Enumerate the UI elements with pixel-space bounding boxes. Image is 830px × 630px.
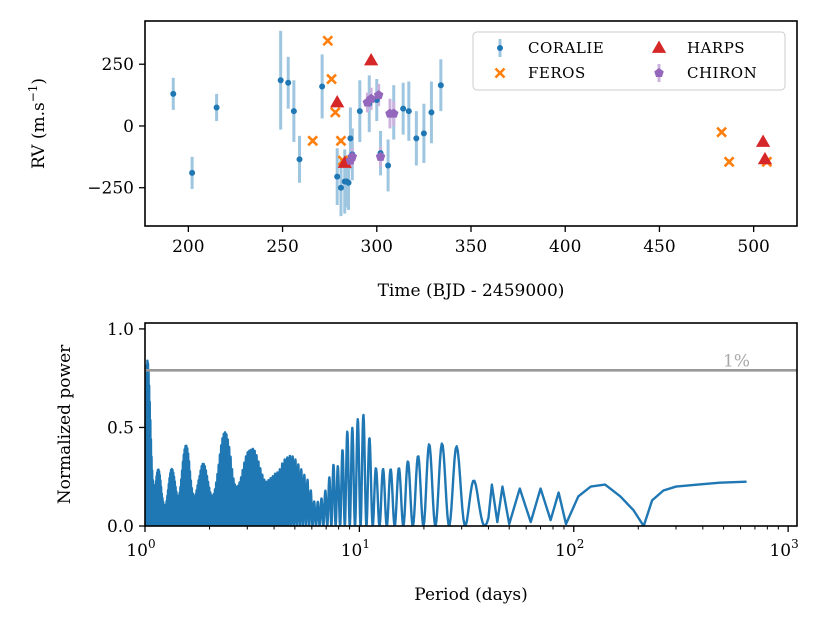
point-feros — [326, 73, 337, 85]
point-coralie — [356, 108, 363, 115]
point-chiron — [388, 108, 399, 118]
point-coralie — [437, 82, 444, 89]
point-harps — [337, 155, 352, 168]
legend-label-feros: FEROS — [528, 64, 586, 82]
axes-frame — [144, 322, 798, 527]
point-coralie — [345, 179, 352, 186]
legend-marker-feros — [494, 67, 506, 79]
point-coralie — [213, 104, 220, 111]
legend-label-harps: HARPS — [687, 39, 745, 57]
y-axis-label-sup: −1 — [26, 85, 40, 103]
x-tick-label: 450 — [643, 237, 675, 257]
y-axis-label: RV (m.s−1) — [26, 78, 49, 169]
x-tick-base: 10 — [341, 541, 363, 561]
point-coralie — [420, 130, 427, 137]
x-tick-label: 300 — [361, 237, 393, 257]
legend-marker-coralie — [497, 45, 503, 51]
point-chiron — [373, 90, 384, 100]
y-tick-label: 0.5 — [107, 418, 134, 438]
x-tick-label: 200 — [172, 237, 204, 257]
point-feros — [322, 35, 334, 47]
x-tick-label: 350 — [455, 237, 487, 257]
y-tick-label: 0.0 — [107, 517, 134, 537]
periodogram-line — [145, 359, 747, 526]
x-tick-label: 400 — [549, 237, 581, 257]
point-harps — [364, 53, 379, 66]
x-tick-label: 250 — [266, 237, 298, 257]
point-harps — [330, 95, 345, 108]
x-tick-base: 10 — [769, 541, 791, 561]
point-coralie — [428, 109, 435, 116]
point-feros — [335, 135, 347, 147]
legend-frame — [472, 31, 786, 91]
y-tick-label: 250 — [102, 55, 134, 75]
point-coralie — [170, 90, 177, 97]
y-axis-label-close: ) — [29, 78, 49, 85]
legend-label-coralie: CORALIE — [528, 39, 604, 57]
point-coralie — [319, 83, 326, 90]
point-feros — [329, 106, 341, 118]
point-coralie — [347, 135, 354, 142]
x-tick-label: 101 — [341, 537, 370, 561]
legend-marker-harps — [651, 40, 667, 53]
point-chiron — [366, 93, 376, 103]
point-coralie — [385, 162, 392, 169]
point-coralie — [413, 135, 420, 142]
y-tick-label: 0 — [123, 117, 134, 137]
legend-label-chiron: CHIRON — [687, 64, 757, 82]
y-axis-label: Normalized power — [55, 344, 75, 504]
x-tick-base: 10 — [555, 541, 577, 561]
point-feros — [307, 135, 319, 147]
y-axis-label-main: RV (m.s — [29, 102, 49, 169]
x-tick-label: 103 — [769, 537, 798, 561]
x-axis-label: Time (BJD - 2459000) — [378, 281, 565, 301]
point-coralie — [285, 79, 292, 86]
x-axis-label: Period (days) — [414, 585, 527, 605]
legend: CORALIE HARPS FEROS CHIRON — [472, 31, 786, 91]
point-coralie — [400, 105, 407, 112]
x-tick-exp: 2 — [577, 537, 585, 551]
x-tick-label: 500 — [737, 237, 769, 257]
point-harps — [755, 134, 771, 147]
y-tick-label: −250 — [87, 179, 134, 199]
point-coralie — [296, 156, 303, 163]
point-coralie — [405, 108, 412, 115]
point-coralie — [337, 184, 344, 191]
x-tick-exp: 3 — [791, 537, 799, 551]
point-coralie — [290, 108, 297, 115]
point-coralie — [277, 77, 284, 84]
point-chiron — [375, 151, 386, 161]
x-tick-label: 102 — [555, 537, 584, 561]
rv-time-series-plot: 200 250 300 350 400 450 500 −250 0 250 Time (BJD -… — [26, 20, 798, 301]
point-coralie — [334, 173, 341, 180]
y-tick-label: 1.0 — [107, 320, 134, 340]
x-tick-exp: 1 — [362, 537, 370, 551]
point-feros — [716, 126, 728, 138]
point-chiron — [347, 151, 358, 161]
x-tick-base: 10 — [126, 541, 148, 561]
point-coralie — [189, 169, 196, 176]
x-tick-exp: 0 — [148, 537, 156, 551]
point-harps — [757, 151, 773, 165]
fap-threshold-label: 1% — [723, 351, 750, 371]
legend-marker-chiron — [654, 68, 664, 78]
point-feros — [723, 156, 735, 168]
x-tick-label: 100 — [126, 537, 155, 561]
